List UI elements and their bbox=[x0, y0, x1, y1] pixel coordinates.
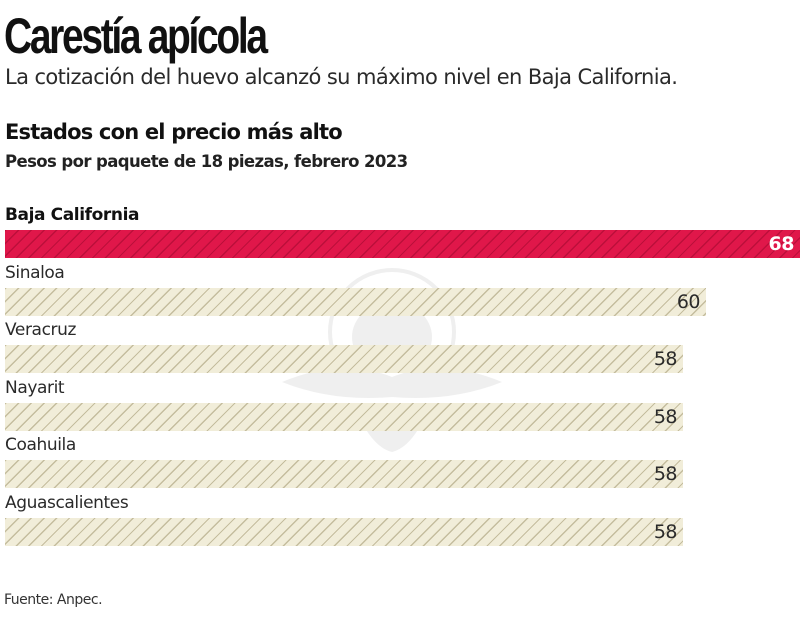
bar-label: Nayarit bbox=[5, 377, 65, 398]
bar-chart: Baja California 68 Sinaloa 60 Veracruz 5… bbox=[0, 203, 803, 549]
chart-subheading: Pesos por paquete de 18 piezas, febrero … bbox=[5, 152, 408, 171]
bar-label: Aguascalientes bbox=[5, 492, 129, 513]
bar-value: 60 bbox=[676, 290, 701, 313]
bar-row: Nayarit 58 bbox=[0, 376, 803, 434]
bar-label: Sinaloa bbox=[5, 262, 65, 283]
bar-value: 58 bbox=[653, 405, 678, 428]
bar: 58 bbox=[5, 460, 683, 489]
bar-row: Aguascalientes 58 bbox=[0, 491, 803, 549]
bar-value: 58 bbox=[653, 520, 678, 543]
bar: 60 bbox=[5, 287, 706, 316]
bar-row: Sinaloa 60 bbox=[0, 261, 803, 319]
source-note: Fuente: Anpec. bbox=[4, 592, 103, 608]
bar: 58 bbox=[5, 402, 683, 431]
bar-label: Coahuila bbox=[5, 435, 76, 456]
bar-label: Baja California bbox=[5, 205, 140, 225]
bar-value: 58 bbox=[653, 348, 678, 371]
chart-title: Carestía apícola bbox=[4, 8, 268, 64]
bar-value: 58 bbox=[653, 463, 678, 486]
bar-row: Coahuila 58 bbox=[0, 433, 803, 491]
bar-row: Baja California 68 bbox=[0, 203, 803, 261]
bar-label: Veracruz bbox=[5, 320, 77, 341]
bar-row: Veracruz 58 bbox=[0, 318, 803, 376]
bar: 68 bbox=[5, 230, 800, 258]
bar: 58 bbox=[5, 345, 683, 374]
chart-subtitle: La cotización del huevo alcanzó su máxim… bbox=[5, 65, 678, 89]
chart-heading: Estados con el precio más alto bbox=[5, 120, 343, 144]
bar-value: 68 bbox=[768, 233, 795, 255]
bar: 58 bbox=[5, 517, 683, 546]
